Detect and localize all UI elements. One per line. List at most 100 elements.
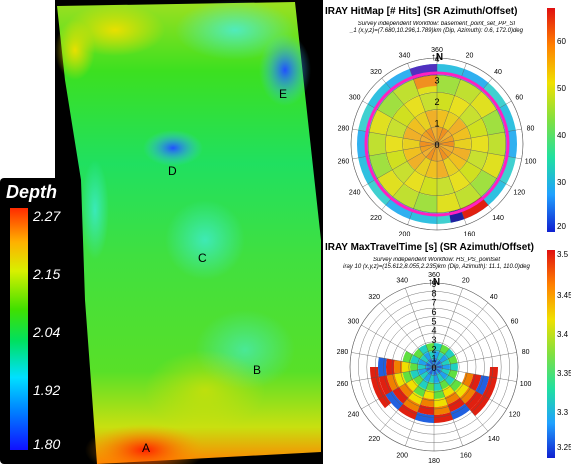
polar-spoke bbox=[433, 352, 517, 368]
azimuth-tick-label: 260 bbox=[338, 158, 350, 165]
polar-cell bbox=[369, 153, 392, 179]
polar-cell bbox=[394, 372, 407, 387]
polar-cell bbox=[436, 351, 445, 361]
polar-spoke bbox=[433, 366, 489, 432]
polar-cell bbox=[470, 91, 497, 118]
polar-cell bbox=[466, 149, 489, 170]
azimuth-tick-label: 340 bbox=[399, 53, 411, 60]
polar-cell bbox=[437, 159, 449, 178]
polar-cell bbox=[410, 369, 421, 379]
azimuth-tick-label: 20 bbox=[462, 278, 470, 285]
polar-cell bbox=[451, 127, 471, 142]
polar-cell bbox=[437, 75, 461, 96]
hitmap-polar-plot[interactable]: 3602040608010012014016018020022024026028… bbox=[323, 0, 571, 236]
depth-map-view[interactable]: E D C B A bbox=[55, 0, 323, 464]
polar-cell bbox=[451, 146, 471, 161]
offset-tick-label: 4 bbox=[431, 326, 436, 336]
polar-cell bbox=[426, 144, 437, 160]
azimuth-tick-label: 20 bbox=[466, 53, 474, 60]
polar-cell bbox=[434, 351, 440, 360]
azimuth-tick-label: 320 bbox=[370, 69, 382, 76]
polar-cell bbox=[418, 364, 427, 370]
polar-cell bbox=[403, 138, 421, 150]
hitmap-panel[interactable]: 3602040608010012014016018020022024026028… bbox=[323, 0, 571, 236]
polar-cell bbox=[425, 159, 437, 178]
polar-cell bbox=[434, 374, 440, 383]
polar-cell bbox=[403, 146, 423, 161]
map-label-d: D bbox=[168, 164, 177, 178]
polar-cell bbox=[413, 192, 437, 213]
polar-cell bbox=[470, 170, 497, 197]
polar-cell bbox=[410, 355, 421, 365]
polar-cell bbox=[402, 351, 414, 363]
offset-tick-label: 2 bbox=[431, 344, 436, 354]
traveltime-polar-plot[interactable]: 3602040608010012014016018020022024026028… bbox=[323, 236, 571, 464]
polar-cell bbox=[440, 359, 450, 366]
traveltime-subtitle: Survey independent Workflow: HS_PS_point… bbox=[343, 257, 530, 270]
offset-tick-label: 1 bbox=[434, 119, 439, 129]
polar-cell bbox=[407, 152, 427, 171]
azimuth-tick-label: 60 bbox=[511, 319, 519, 326]
polar-cell bbox=[437, 128, 448, 144]
polar-cell bbox=[436, 373, 445, 383]
polar-cell bbox=[369, 109, 392, 135]
legend-tick: 2.27 bbox=[33, 208, 61, 224]
polar-cell bbox=[447, 355, 458, 365]
polar-cell bbox=[425, 110, 437, 129]
polar-cell bbox=[385, 134, 404, 154]
polar-cell bbox=[434, 412, 454, 423]
traveltime-title: IRAY MaxTravelTime [s] (SR Azimuth/Offse… bbox=[325, 242, 534, 253]
legend-tick: 2.15 bbox=[33, 266, 61, 282]
polar-cell bbox=[450, 403, 470, 420]
polar-cell bbox=[427, 360, 434, 367]
azimuth-tick-label: 180 bbox=[428, 458, 440, 464]
polar-cell bbox=[437, 141, 454, 147]
polar-cell bbox=[428, 374, 434, 383]
polar-cell bbox=[449, 379, 462, 392]
azimuth-tick-label: 60 bbox=[515, 95, 523, 102]
polar-cell bbox=[392, 387, 409, 404]
polar-cell bbox=[420, 354, 429, 363]
polar-spoke bbox=[405, 366, 435, 447]
polar-cell bbox=[402, 371, 414, 383]
polar-cell bbox=[460, 68, 489, 92]
azimuth-tick-label: 280 bbox=[337, 349, 349, 356]
polar-cell bbox=[459, 387, 476, 404]
polar-cell bbox=[418, 359, 428, 366]
polar-cell bbox=[385, 196, 414, 220]
polar-cell bbox=[469, 367, 498, 417]
depth-map-canvas[interactable]: E D C B A bbox=[55, 0, 323, 464]
azimuth-tick-label: 100 bbox=[520, 381, 532, 388]
polar-cell bbox=[439, 354, 448, 363]
polar-cell bbox=[466, 118, 489, 139]
polar-cell bbox=[434, 367, 441, 374]
north-indicator: ↑N bbox=[431, 52, 443, 63]
offset-tick-label: 2 bbox=[434, 97, 439, 107]
polar-cell bbox=[434, 365, 442, 369]
polar-cell bbox=[470, 134, 489, 154]
azimuth-tick-label: 280 bbox=[338, 126, 350, 133]
hitmap-colorbar bbox=[547, 8, 555, 232]
azimuth-tick-label: 40 bbox=[490, 294, 498, 301]
polar-cell bbox=[410, 362, 419, 372]
polar-cell bbox=[386, 358, 395, 376]
traveltime-panel[interactable]: 360 20 40 60 80 100 120 140 160 180 200 220 240 260 28… bbox=[323, 236, 571, 464]
polar-cell bbox=[482, 153, 505, 179]
polar-cell bbox=[378, 357, 387, 377]
polar-cell bbox=[386, 373, 400, 391]
offset-tick-label: 7 bbox=[431, 298, 436, 308]
offset-tick-label: 8 bbox=[431, 288, 436, 298]
polar-cell bbox=[406, 379, 419, 392]
azimuth-tick-label: 220 bbox=[368, 436, 380, 443]
offset-tick-label: 4 bbox=[434, 54, 439, 64]
polar-cell bbox=[442, 157, 459, 176]
polar-cell bbox=[444, 391, 460, 405]
azimuth-tick-label: 140 bbox=[488, 436, 500, 443]
polar-spoke bbox=[433, 302, 489, 368]
offset-tick-label: 3 bbox=[431, 335, 436, 345]
polar-cell bbox=[414, 412, 434, 423]
polar-cell bbox=[415, 157, 432, 176]
polar-cell bbox=[468, 373, 482, 391]
polar-cell bbox=[447, 117, 467, 136]
polar-cell bbox=[422, 144, 437, 158]
